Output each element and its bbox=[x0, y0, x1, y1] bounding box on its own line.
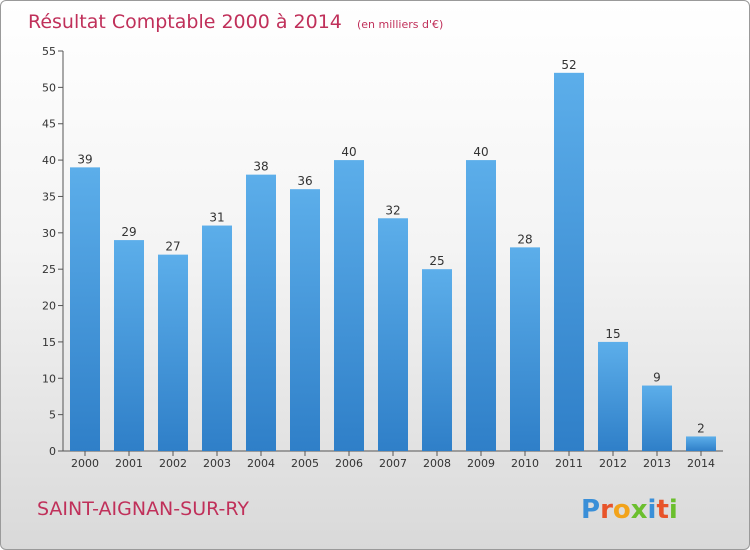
logo-letter: i bbox=[648, 495, 657, 525]
bar-2008 bbox=[422, 269, 452, 451]
y-tick-label: 15 bbox=[42, 336, 56, 349]
x-tick-label: 2010 bbox=[511, 457, 539, 470]
location-name: SAINT-AIGNAN-SUR-RY bbox=[37, 498, 249, 520]
bar-2011 bbox=[554, 72, 584, 452]
x-tick-label: 2012 bbox=[599, 457, 627, 470]
logo-letter: r bbox=[600, 495, 613, 525]
bar-2012 bbox=[598, 341, 628, 451]
chart-title: Résultat Comptable 2000 à 2014 (en milli… bbox=[28, 11, 443, 33]
bar-2007 bbox=[378, 218, 408, 451]
y-tick-label: 10 bbox=[42, 372, 56, 385]
bars-group: 39 29 27 31 38 36 40 32 25 40 28 52 15 9 2 bbox=[70, 58, 716, 452]
value-label: 15 bbox=[605, 327, 620, 341]
x-tick-label: 2005 bbox=[291, 457, 319, 470]
y-tick-label: 5 bbox=[49, 409, 56, 422]
logo-letter: x bbox=[631, 495, 648, 525]
x-tick-label: 2006 bbox=[335, 457, 363, 470]
value-label: 52 bbox=[561, 58, 576, 72]
bar-2003 bbox=[202, 225, 232, 451]
bar-2010 bbox=[510, 247, 540, 451]
value-label: 9 bbox=[653, 371, 661, 385]
x-tick-label: 2000 bbox=[71, 457, 99, 470]
x-tick-label: 2001 bbox=[115, 457, 143, 470]
y-tick-label: 40 bbox=[42, 154, 56, 167]
bar-2013 bbox=[642, 385, 672, 451]
x-tick-label: 2003 bbox=[203, 457, 231, 470]
bar-2002 bbox=[158, 254, 188, 451]
logo-letter: i bbox=[669, 495, 678, 525]
bar-2001 bbox=[114, 240, 144, 451]
value-label: 27 bbox=[165, 240, 180, 254]
chart-subtitle: (en milliers d'€) bbox=[357, 18, 443, 31]
x-tick-label: 2013 bbox=[643, 457, 671, 470]
chart-title-main: Résultat Comptable 2000 à 2014 bbox=[28, 11, 342, 33]
value-label: 31 bbox=[209, 211, 224, 225]
proxiti-logo: Proxiti bbox=[581, 495, 678, 525]
bar-2006 bbox=[334, 160, 364, 451]
x-tick-label: 2002 bbox=[159, 457, 187, 470]
value-label: 28 bbox=[517, 232, 532, 246]
x-tick-label: 2004 bbox=[247, 457, 275, 470]
y-tick-label: 50 bbox=[42, 81, 56, 94]
value-label: 40 bbox=[473, 145, 488, 159]
value-label: 29 bbox=[121, 225, 136, 239]
y-tick-label: 45 bbox=[42, 118, 56, 131]
bar-2009 bbox=[466, 160, 496, 451]
y-tick-label: 0 bbox=[49, 445, 56, 458]
bar-2005 bbox=[290, 189, 320, 451]
y-axis: 0 5 10 15 20 25 30 35 40 45 50 55 bbox=[42, 45, 64, 458]
x-tick-label: 2009 bbox=[467, 457, 495, 470]
value-label: 32 bbox=[385, 203, 400, 217]
y-tick-label: 55 bbox=[42, 45, 56, 58]
value-label: 40 bbox=[341, 145, 356, 159]
x-tick-label: 2011 bbox=[555, 457, 583, 470]
value-label: 36 bbox=[297, 174, 312, 188]
y-tick-label: 30 bbox=[42, 227, 56, 240]
x-tick-label: 2007 bbox=[379, 457, 407, 470]
x-tick-label: 2014 bbox=[687, 457, 715, 470]
y-tick-label: 20 bbox=[42, 300, 56, 313]
bar-2014 bbox=[686, 436, 716, 451]
bar-2004 bbox=[246, 174, 276, 452]
bar-2000 bbox=[70, 167, 100, 451]
value-label: 38 bbox=[253, 160, 268, 174]
logo-letter: t bbox=[656, 495, 668, 525]
value-label: 39 bbox=[77, 152, 92, 166]
logo-letter: o bbox=[613, 495, 631, 525]
y-tick-label: 25 bbox=[42, 263, 56, 276]
logo-letter: P bbox=[581, 495, 600, 525]
value-label: 25 bbox=[429, 254, 444, 268]
value-label: 2 bbox=[697, 421, 705, 435]
x-tick-label: 2008 bbox=[423, 457, 451, 470]
x-axis: 2000 2001 2002 2003 2004 2005 2006 2007 2008 2009… bbox=[63, 450, 723, 470]
y-tick-label: 35 bbox=[42, 190, 56, 203]
